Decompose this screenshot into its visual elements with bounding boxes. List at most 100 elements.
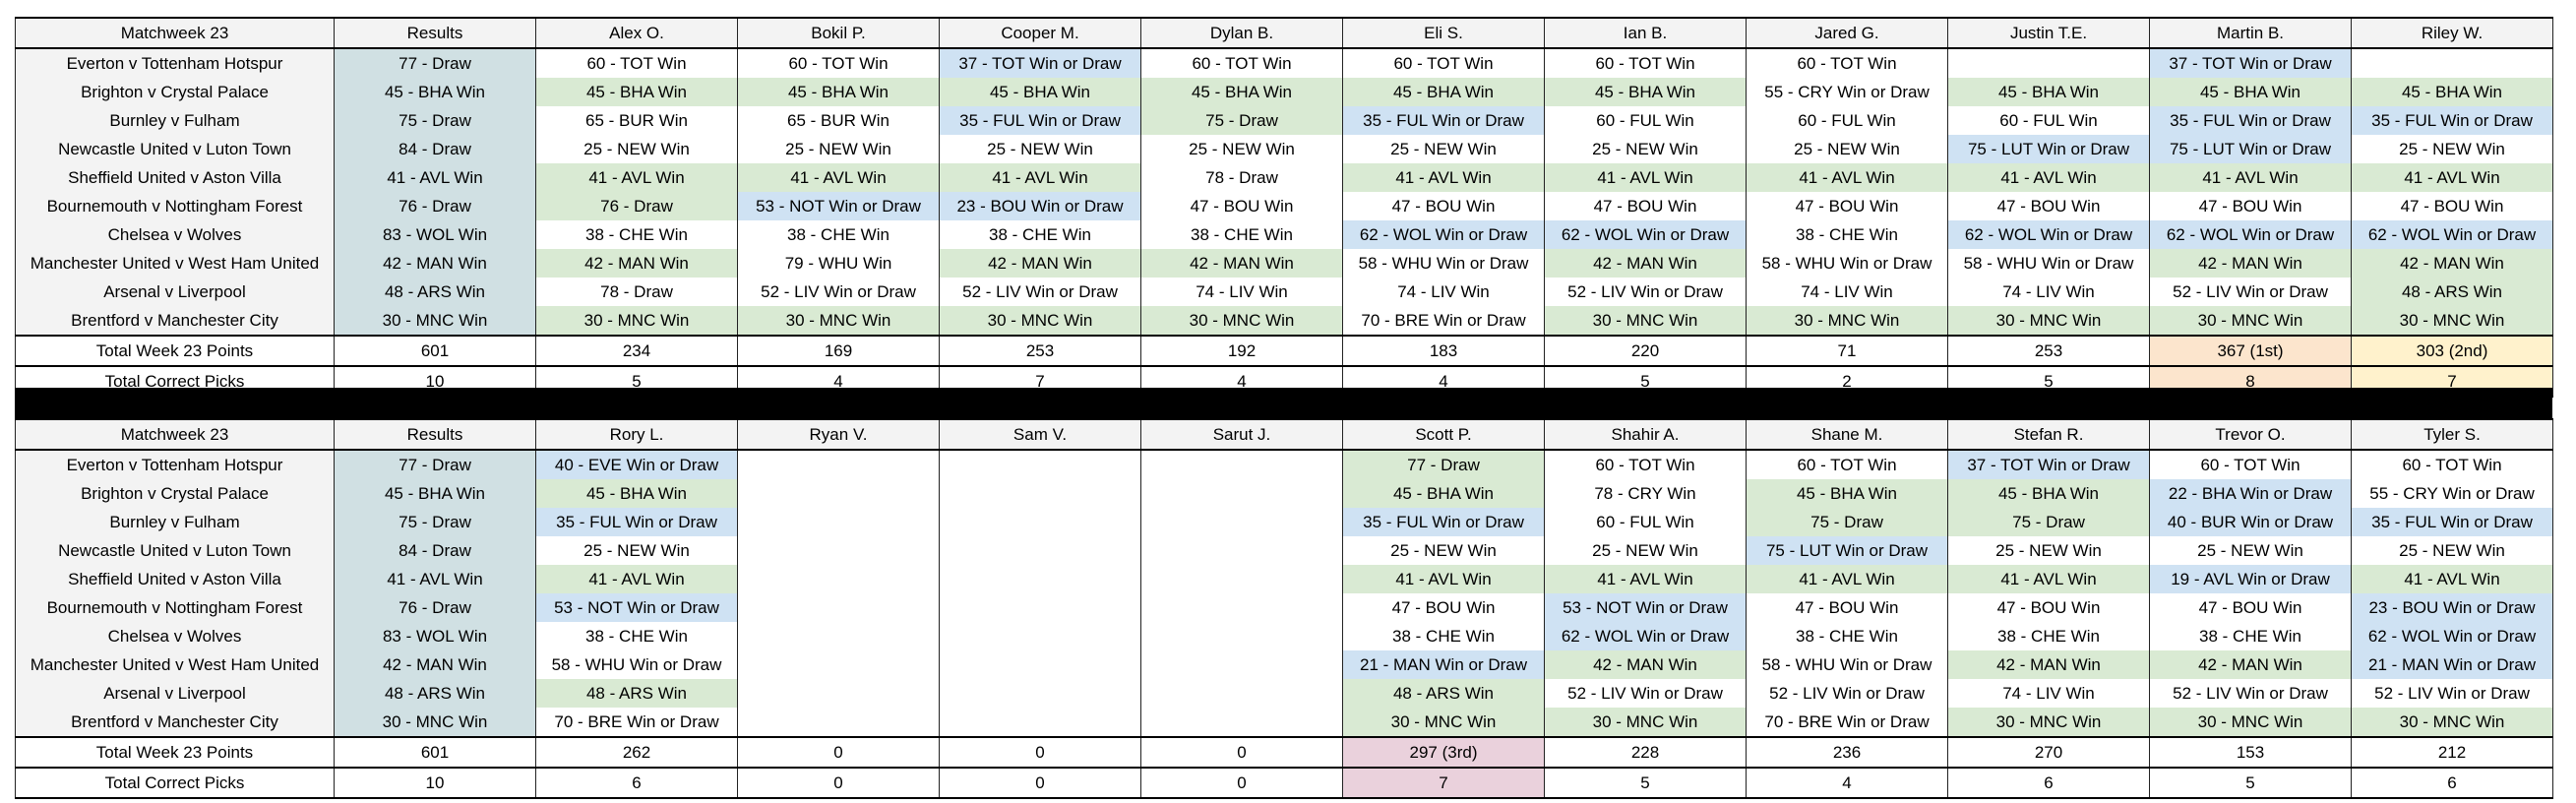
total-points-cell[interactable]: 220 [1544,335,1747,367]
player-header[interactable]: Martin B. [2149,17,2352,49]
pick-cell[interactable] [737,479,940,508]
match-name-cell[interactable]: Bournemouth v Nottingham Forest [15,192,335,220]
player-header[interactable]: Justin T.E. [1947,17,2150,49]
pick-cell[interactable]: 60 - TOT Win [535,48,738,78]
pick-cell[interactable] [939,565,1141,593]
total-correct-cell[interactable]: 6 [2351,767,2553,799]
pick-cell[interactable]: 75 - LUT Win or Draw [1947,135,2150,163]
pick-cell[interactable]: 41 - AVL Win [1544,163,1747,192]
match-name-cell[interactable]: Bournemouth v Nottingham Forest [15,593,335,622]
pick-cell[interactable]: 45 - BHA Win [1342,479,1545,508]
total-points-cell[interactable]: 297 (3rd) [1342,736,1545,769]
player-header[interactable]: Shahir A. [1544,418,1747,451]
pick-cell[interactable]: 30 - MNC Win [1746,306,1948,336]
pick-cell[interactable]: 47 - BOU Win [1544,192,1747,220]
pick-cell[interactable]: 48 - ARS Win [1342,679,1545,708]
pick-cell[interactable]: 45 - BHA Win [737,78,940,106]
pick-cell[interactable]: 74 - LIV Win [1947,278,2150,306]
pick-cell[interactable] [737,508,940,536]
pick-cell[interactable]: 25 - NEW Win [535,536,738,565]
match-name-cell[interactable]: Everton v Tottenham Hotspur [15,48,335,78]
pick-cell[interactable]: 45 - BHA Win [535,479,738,508]
pick-cell[interactable]: 40 - BUR Win or Draw [2149,508,2352,536]
pick-cell[interactable]: 25 - NEW Win [939,135,1141,163]
pick-cell[interactable]: 30 - MNC Win [2149,708,2352,737]
total-points-cell[interactable]: 0 [737,736,940,769]
pick-cell[interactable]: 30 - MNC Win [939,306,1141,336]
pick-cell[interactable] [1140,679,1343,708]
pick-cell[interactable]: 75 - LUT Win or Draw [1746,536,1948,565]
result-cell[interactable]: 76 - Draw [334,593,536,622]
pick-cell[interactable]: 41 - AVL Win [1342,163,1545,192]
pick-cell[interactable]: 48 - ARS Win [535,679,738,708]
pick-cell[interactable] [737,679,940,708]
pick-cell[interactable]: 58 - WHU Win or Draw [1746,650,1948,679]
player-header[interactable]: Sarut J. [1140,418,1343,451]
player-header[interactable]: Alex O. [535,17,738,49]
pick-cell[interactable]: 58 - WHU Win or Draw [1947,249,2150,278]
match-name-cell[interactable]: Chelsea v Wolves [15,220,335,249]
player-header[interactable]: Tyler S. [2351,418,2553,451]
result-cell[interactable]: 84 - Draw [334,536,536,565]
result-cell[interactable]: 75 - Draw [334,508,536,536]
pick-cell[interactable] [737,536,940,565]
pick-cell[interactable] [1140,593,1343,622]
pick-cell[interactable]: 52 - LIV Win or Draw [2149,679,2352,708]
pick-cell[interactable]: 47 - BOU Win [1140,192,1343,220]
total-points-cell[interactable]: 253 [939,335,1141,367]
pick-cell[interactable]: 45 - BHA Win [1947,479,2150,508]
result-cell[interactable]: 48 - ARS Win [334,278,536,306]
match-name-cell[interactable]: Arsenal v Liverpool [15,278,335,306]
total-correct-results-cell[interactable]: 10 [334,767,536,799]
total-points-cell[interactable]: 236 [1746,736,1948,769]
results-header[interactable]: Results [334,418,536,451]
player-header[interactable]: Trevor O. [2149,418,2352,451]
pick-cell[interactable]: 52 - LIV Win or Draw [2351,679,2553,708]
player-header[interactable]: Bokil P. [737,17,940,49]
total-points-cell[interactable]: 192 [1140,335,1343,367]
pick-cell[interactable] [737,565,940,593]
total-points-cell[interactable]: 228 [1544,736,1747,769]
pick-cell[interactable]: 38 - CHE Win [1746,220,1948,249]
pick-cell[interactable]: 41 - AVL Win [1746,565,1948,593]
pick-cell[interactable]: 30 - MNC Win [1947,708,2150,737]
player-header[interactable]: Scott P. [1342,418,1545,451]
result-cell[interactable]: 77 - Draw [334,48,536,78]
total-points-cell[interactable]: 212 [2351,736,2553,769]
total-correct-cell[interactable]: 5 [1544,767,1747,799]
pick-cell[interactable]: 75 - LUT Win or Draw [2149,135,2352,163]
pick-cell[interactable]: 70 - BRE Win or Draw [535,708,738,737]
pick-cell[interactable]: 52 - LIV Win or Draw [939,278,1141,306]
pick-cell[interactable]: 47 - BOU Win [2351,192,2553,220]
pick-cell[interactable]: 78 - Draw [1140,163,1343,192]
pick-cell[interactable]: 78 - Draw [535,278,738,306]
result-cell[interactable]: 45 - BHA Win [334,78,536,106]
pick-cell[interactable]: 45 - BHA Win [939,78,1141,106]
pick-cell[interactable]: 25 - NEW Win [1544,536,1747,565]
pick-cell[interactable]: 22 - BHA Win or Draw [2149,479,2352,508]
total-correct-cell[interactable]: 0 [939,767,1141,799]
pick-cell[interactable]: 25 - NEW Win [1544,135,1747,163]
player-header[interactable]: Shane M. [1746,418,1948,451]
pick-cell[interactable]: 60 - TOT Win [737,48,940,78]
pick-cell[interactable]: 62 - WOL Win or Draw [1544,220,1747,249]
pick-cell[interactable]: 25 - NEW Win [1342,135,1545,163]
pick-cell[interactable]: 35 - FUL Win or Draw [939,106,1141,135]
pick-cell[interactable]: 60 - TOT Win [1140,48,1343,78]
player-header[interactable]: Ian B. [1544,17,1747,49]
pick-cell[interactable]: 41 - AVL Win [1947,163,2150,192]
pick-cell[interactable] [737,450,940,479]
pick-cell[interactable]: 74 - LIV Win [1746,278,1948,306]
pick-cell[interactable]: 53 - NOT Win or Draw [737,192,940,220]
match-name-cell[interactable]: Brentford v Manchester City [15,708,335,737]
pick-cell[interactable]: 35 - FUL Win or Draw [1342,508,1545,536]
pick-cell[interactable] [939,450,1141,479]
match-name-cell[interactable]: Newcastle United v Luton Town [15,536,335,565]
pick-cell[interactable]: 25 - NEW Win [1746,135,1948,163]
pick-cell[interactable]: 78 - CRY Win [1544,479,1747,508]
total-correct-label[interactable]: Total Correct Picks [15,767,335,799]
pick-cell[interactable] [939,536,1141,565]
result-cell[interactable]: 84 - Draw [334,135,536,163]
result-cell[interactable]: 30 - MNC Win [334,708,536,737]
pick-cell[interactable]: 55 - CRY Win or Draw [2351,479,2553,508]
